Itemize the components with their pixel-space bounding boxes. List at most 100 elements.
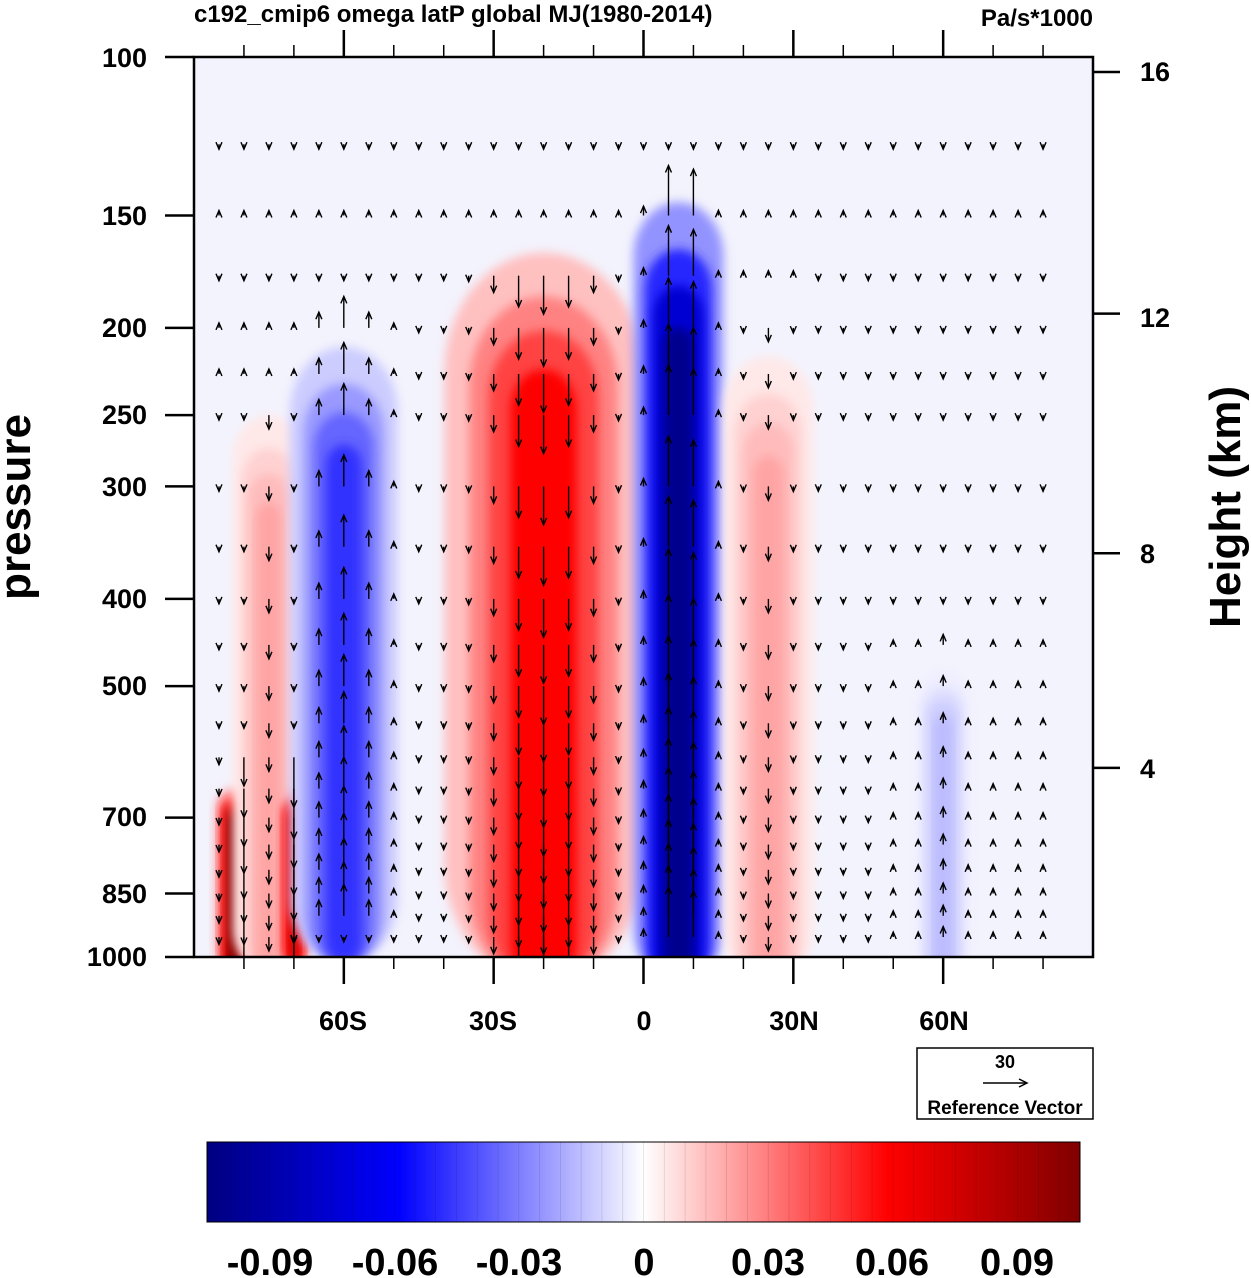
wind-vector-head bbox=[390, 716, 398, 726]
wind-vector bbox=[315, 529, 323, 547]
x-tick-label-30s: 30S bbox=[469, 1006, 517, 1036]
wind-vector bbox=[839, 891, 847, 901]
wind-vector-head bbox=[265, 605, 273, 615]
wind-vector bbox=[1039, 544, 1047, 554]
wind-vector bbox=[989, 325, 997, 335]
wind-vector-head bbox=[1039, 141, 1047, 151]
wind-vector-head bbox=[514, 208, 523, 218]
wind-vector-head bbox=[714, 886, 723, 896]
wind-vector bbox=[265, 893, 273, 910]
wind-vector-head bbox=[390, 934, 398, 944]
wind-vector bbox=[215, 757, 223, 767]
wind-vector-head bbox=[265, 553, 273, 563]
wind-vector bbox=[914, 679, 922, 689]
wind-vector-head bbox=[564, 710, 573, 720]
wind-vector bbox=[864, 273, 872, 283]
wind-vector-head bbox=[764, 692, 773, 702]
wind-vector-head bbox=[390, 837, 398, 847]
wind-vector bbox=[415, 755, 423, 765]
wind-vector-head bbox=[265, 421, 273, 431]
wind-vector bbox=[390, 321, 398, 331]
wind-vector-head bbox=[964, 863, 972, 873]
wind-vector bbox=[989, 141, 997, 151]
wind-vector bbox=[664, 434, 673, 487]
wind-vector bbox=[889, 930, 897, 940]
wind-vector-head bbox=[340, 882, 348, 892]
wind-vector-head bbox=[539, 517, 548, 527]
wind-vector bbox=[839, 484, 847, 494]
wind-vector bbox=[265, 723, 273, 740]
wind-vector-head bbox=[365, 397, 373, 407]
wind-vector bbox=[215, 484, 223, 494]
wind-vector-head bbox=[415, 273, 423, 283]
wind-vector-head bbox=[290, 683, 298, 693]
wind-vector-head bbox=[1039, 273, 1047, 283]
wind-vector-head bbox=[764, 900, 773, 910]
y-tick-label-150: 150 bbox=[102, 201, 147, 231]
wind-vector bbox=[340, 565, 348, 599]
wind-vector bbox=[490, 486, 498, 506]
wind-vector bbox=[964, 208, 972, 218]
wind-vector-head bbox=[440, 721, 448, 731]
wind-vector bbox=[564, 275, 573, 309]
wind-vector bbox=[514, 141, 523, 151]
wind-vector bbox=[639, 927, 648, 937]
wind-vector bbox=[415, 842, 423, 852]
wind-vector-head bbox=[390, 638, 398, 648]
wind-vector-head bbox=[240, 642, 248, 652]
wind-vector-head bbox=[814, 325, 822, 335]
wind-vector-head bbox=[415, 412, 423, 422]
wind-vector bbox=[589, 644, 598, 664]
wind-vector bbox=[689, 888, 698, 937]
wind-vector bbox=[939, 711, 947, 724]
wind-vector bbox=[390, 539, 398, 549]
wind-vector bbox=[739, 412, 748, 422]
wind-vector-head bbox=[614, 141, 623, 151]
wind-vector-head bbox=[814, 544, 822, 554]
wind-vector bbox=[315, 397, 323, 416]
wind-vector-head bbox=[714, 837, 723, 847]
reference-vector-magnitude: 30 bbox=[995, 1052, 1015, 1072]
wind-vector-head bbox=[415, 371, 423, 381]
wind-vector-head bbox=[415, 325, 423, 335]
wind-vector-head bbox=[739, 268, 748, 278]
wind-vector bbox=[839, 412, 847, 422]
wind-vector-head bbox=[989, 371, 997, 381]
wind-vector bbox=[215, 208, 223, 218]
wind-vector-head bbox=[1039, 750, 1047, 760]
wind-vector bbox=[739, 867, 748, 877]
wind-vector-head bbox=[814, 842, 822, 852]
wind-vector-head bbox=[864, 842, 872, 852]
wind-vector-head bbox=[589, 732, 598, 742]
wind-vector-head bbox=[315, 934, 323, 944]
wind-vector bbox=[589, 546, 598, 566]
wind-vector bbox=[939, 632, 947, 645]
wind-vector-head bbox=[664, 765, 673, 775]
wind-vector bbox=[914, 484, 922, 494]
wind-vector-head bbox=[514, 299, 523, 309]
wind-vector-head bbox=[440, 786, 448, 796]
wind-vector-head bbox=[215, 544, 223, 554]
wind-vector bbox=[465, 843, 473, 853]
wind-vector bbox=[839, 141, 847, 151]
wind-vector-head bbox=[639, 318, 648, 328]
wind-vector-head bbox=[589, 879, 598, 889]
wind-vector-head bbox=[889, 412, 897, 422]
y2-tick-label-4: 4 bbox=[1140, 754, 1155, 784]
wind-vector bbox=[265, 546, 273, 563]
wind-vector bbox=[240, 596, 248, 606]
wind-vector bbox=[390, 638, 398, 648]
wind-vector bbox=[689, 550, 698, 599]
wind-vector bbox=[440, 412, 448, 422]
wind-vector-head bbox=[789, 544, 797, 554]
wind-vector-head bbox=[589, 337, 598, 347]
wind-vector bbox=[789, 141, 797, 151]
wind-vector bbox=[415, 786, 423, 796]
wind-vector bbox=[764, 598, 773, 615]
wind-vector-head bbox=[514, 141, 523, 151]
wind-vector bbox=[215, 321, 223, 331]
wind-vector bbox=[889, 679, 897, 689]
wind-vector-head bbox=[240, 596, 248, 606]
wind-vector bbox=[864, 934, 872, 944]
wind-vector bbox=[589, 486, 598, 506]
